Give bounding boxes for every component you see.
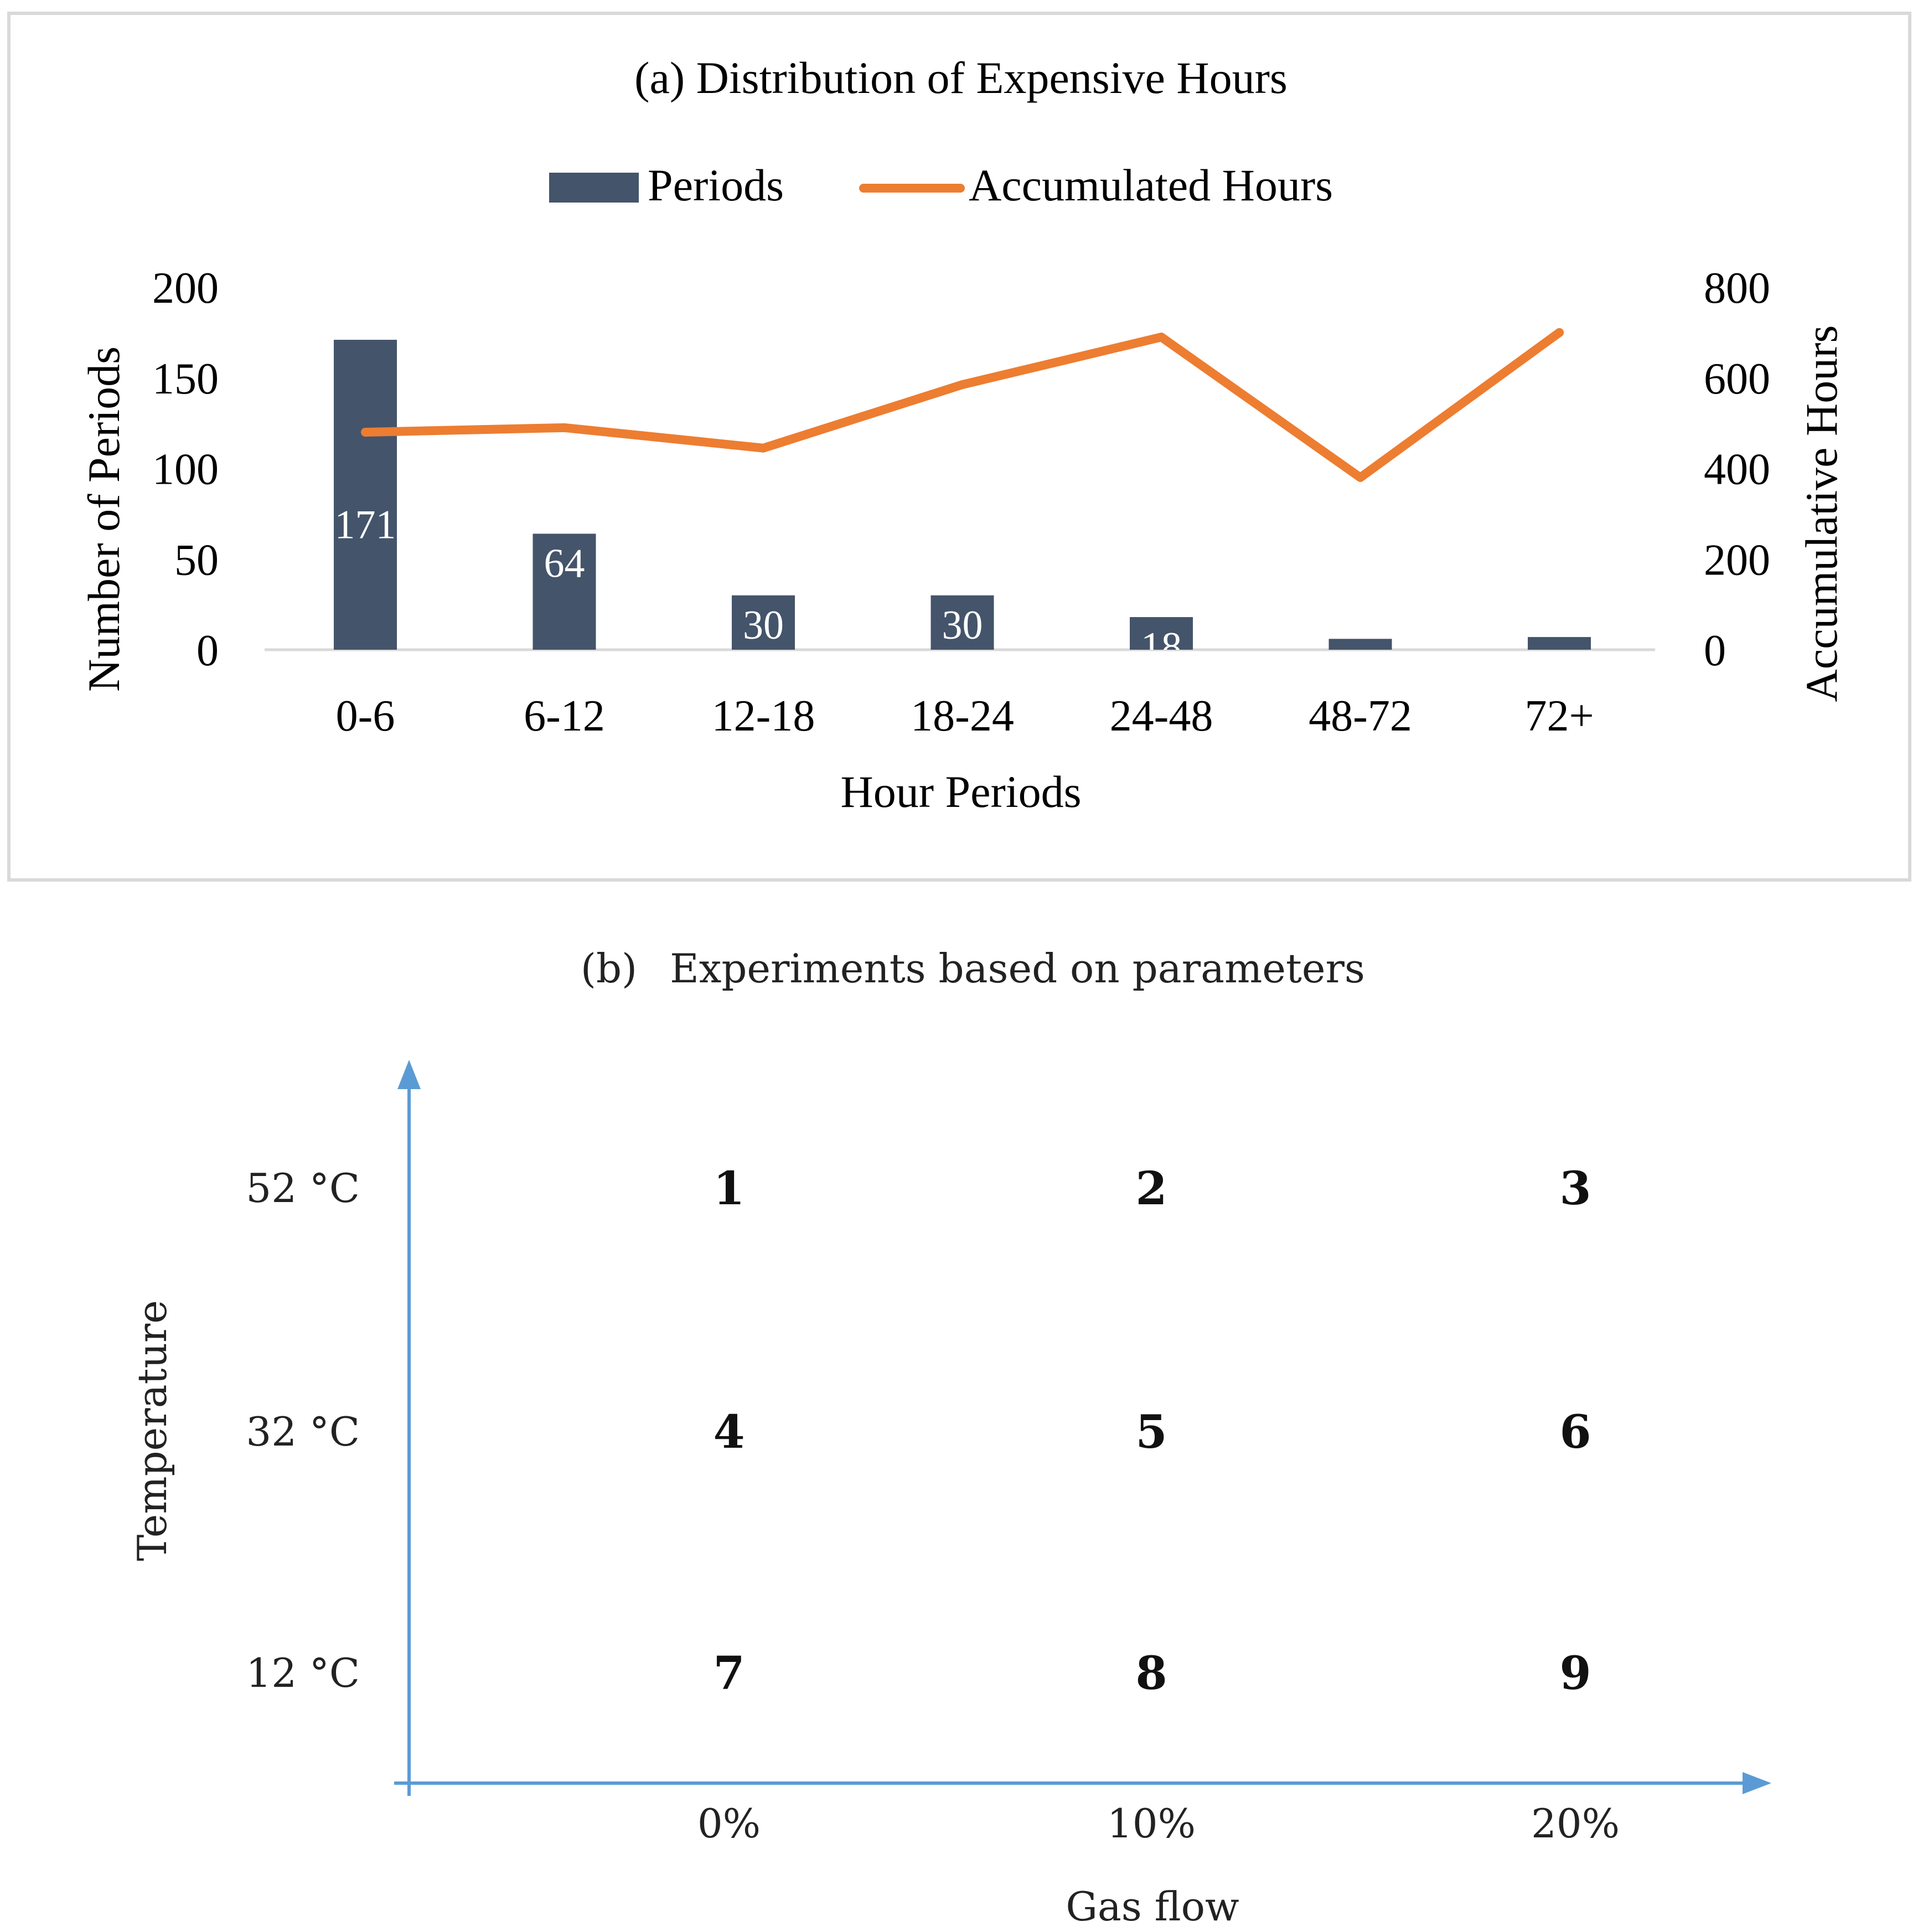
y2-tick-label: 200 (1704, 536, 1770, 584)
gas-flow-label: 0% (697, 1800, 761, 1847)
x-tick-label: 48-72 (1309, 692, 1412, 740)
bar-label-6-12: 64 (544, 541, 585, 586)
bar-label-18-24: 30 (942, 603, 983, 648)
temperature-label: 52 °C (246, 1165, 360, 1211)
y2-tick-label: 400 (1704, 446, 1770, 494)
gas-flow-axis-title: Gas flow (1066, 1883, 1239, 1930)
bar-label-72+: 7 (1549, 644, 1570, 690)
experiment-cell-5: 5 (1135, 1406, 1167, 1459)
chart-a-frame (7, 12, 1911, 882)
y2-axis-title: Accumulative Hours (1796, 325, 1847, 702)
experiment-grid: 52 °C 32 °C 12 °C 0% 10% 20% 1 2 3 4 5 6 7 8 9 (246, 1162, 1620, 1847)
x-tick-label: 72+ (1524, 692, 1594, 740)
line-point-6-12 (560, 423, 569, 432)
experiment-cell-4: 4 (713, 1406, 745, 1459)
y-tick-label: 100 (152, 446, 219, 494)
line-point-0-6 (361, 428, 370, 437)
x-ticks: 0-6 6-12 12-18 18-24 24-48 48-72 72+ (336, 692, 1594, 740)
experiment-cell-1: 1 (713, 1162, 745, 1215)
vertical-arrowhead-icon (397, 1060, 421, 1089)
experiment-cell-9: 9 (1559, 1647, 1591, 1700)
gas-flow-label: 10% (1107, 1800, 1196, 1847)
bar-6-12 (533, 533, 596, 650)
y2-ticks: 0 200 400 600 800 (1704, 264, 1770, 675)
bar-24-48 (1130, 617, 1193, 650)
line-point-24-48 (1157, 333, 1166, 342)
experiment-cell-7: 7 (713, 1647, 745, 1700)
x-tick-label: 0-6 (336, 692, 395, 740)
experiment-cell-3: 3 (1559, 1162, 1591, 1215)
y2-tick-label: 600 (1704, 355, 1770, 403)
y-tick-label: 200 (152, 264, 219, 313)
bar-72+ (1528, 637, 1591, 650)
y2-tick-label: 0 (1704, 626, 1726, 675)
gas-flow-label: 20% (1531, 1800, 1620, 1847)
bar-label-0-6: 171 (335, 502, 396, 547)
chart-b-title: Experiments based on parameters (670, 945, 1365, 992)
x-axis-title: Hour Periods (840, 766, 1081, 817)
line-series (361, 328, 1564, 482)
bar-48-72 (1328, 639, 1392, 650)
y-tick-label: 150 (152, 355, 219, 403)
x-tick-label: 12-18 (712, 692, 815, 740)
x-tick-label: 18-24 (911, 692, 1014, 740)
bar-0-6 (334, 339, 397, 650)
temperature-label: 32 °C (246, 1408, 360, 1455)
legend-periods-label: Periods (648, 160, 784, 210)
chart-a-title: (a) Distribution of Expensive Hours (634, 53, 1288, 103)
line-point-18-24 (958, 380, 967, 390)
experiment-cell-2: 2 (1135, 1162, 1167, 1215)
horizontal-arrowhead-icon (1743, 1772, 1771, 1794)
bar-label-48-72: 6 (1350, 646, 1371, 691)
bar-series (334, 339, 1591, 650)
experiment-cell-8: 8 (1135, 1647, 1167, 1700)
bar-12-18 (732, 595, 795, 650)
legend-accumulated-label: Accumulated Hours (969, 160, 1333, 210)
y-axis-title: Number of Periods (79, 346, 129, 692)
y-ticks: 0 50 100 150 200 (152, 264, 219, 675)
legend-periods-swatch (549, 173, 639, 203)
y-tick-label: 50 (174, 536, 219, 584)
temperature-axis-title: Temperature (129, 1300, 175, 1561)
line-point-48-72 (1356, 473, 1365, 482)
y2-tick-label: 800 (1704, 264, 1770, 313)
x-tick-label: 6-12 (524, 692, 605, 740)
bar-labels: 171 64 30 30 18 6 7 (335, 502, 1570, 691)
bar-label-12-18: 30 (743, 603, 784, 648)
chart-b-panel-label: (b) (581, 945, 637, 992)
temperature-label: 12 °C (246, 1650, 360, 1696)
bar-label-24-48: 18 (1141, 624, 1182, 670)
x-tick-label: 24-48 (1110, 692, 1213, 740)
experiment-cell-6: 6 (1559, 1406, 1591, 1459)
bar-18-24 (931, 595, 994, 650)
line-point-12-18 (759, 443, 768, 453)
line-point-72+ (1555, 328, 1564, 337)
y-tick-label: 0 (197, 626, 219, 675)
